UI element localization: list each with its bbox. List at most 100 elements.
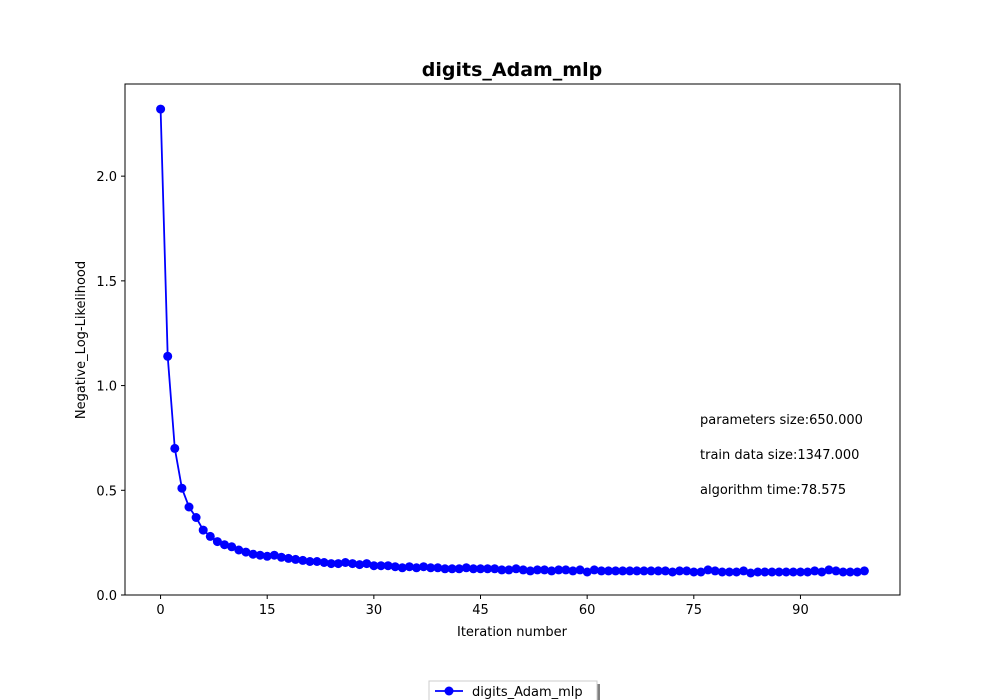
legend-box (428, 680, 598, 700)
data-point (426, 563, 436, 573)
data-point (852, 567, 862, 577)
data-point (810, 566, 820, 576)
data-point (355, 560, 365, 570)
y-tick-label: 2.0 (96, 170, 117, 185)
data-point (646, 566, 656, 576)
y-tick-label: 0.5 (96, 484, 117, 499)
x-tick-label: 60 (579, 603, 596, 618)
data-point (305, 557, 315, 566)
data-point (824, 565, 834, 575)
x-axis: 0 15 30 45 60 75 90 (156, 595, 809, 618)
data-point (369, 561, 379, 571)
data-point (284, 553, 293, 563)
data-point (326, 559, 336, 569)
data-point (227, 542, 237, 552)
data-point (476, 564, 485, 574)
data-point (269, 550, 279, 560)
x-axis-label: Iteration number (457, 625, 568, 640)
data-point (198, 525, 208, 535)
data-point (212, 537, 222, 547)
data-point (291, 554, 301, 564)
data-point (454, 564, 464, 574)
data-point (568, 566, 578, 576)
data-point (817, 567, 827, 577)
x-tick-label: 15 (259, 603, 276, 618)
data-point (831, 566, 841, 576)
data-point (205, 531, 215, 541)
data-point (383, 561, 393, 571)
data-point (220, 540, 229, 550)
data-point (760, 567, 770, 577)
y-axis: 0.0 0.5 1.0 1.5 2.0 (96, 170, 125, 604)
data-point (774, 567, 784, 577)
data-point (340, 558, 350, 567)
data-point (241, 547, 251, 557)
data-point (390, 562, 400, 572)
data-point (589, 565, 599, 575)
x-tick-label: 45 (472, 603, 489, 618)
data-point (596, 566, 606, 576)
data-point (511, 564, 521, 574)
data-point (433, 563, 443, 573)
data-point (440, 564, 450, 574)
data-point (447, 564, 457, 574)
data-point (582, 567, 592, 577)
data-point (497, 565, 507, 575)
annotation-layer: parameters size:650.000 train data size:… (700, 413, 863, 498)
data-point (575, 565, 585, 575)
plot-frame (124, 83, 901, 596)
data-point (234, 545, 244, 555)
data-point (163, 351, 173, 361)
data-point (653, 566, 663, 576)
data-point (859, 566, 869, 576)
data-point (632, 566, 642, 576)
y-tick-label: 0.0 (96, 589, 117, 604)
data-point (170, 443, 180, 453)
data-point (660, 566, 670, 576)
data-point (781, 567, 791, 577)
legend: digits_Adam_mlp (428, 680, 600, 700)
data-point (518, 565, 528, 575)
data-point (397, 563, 407, 573)
data-point (845, 567, 855, 577)
data-point (739, 566, 749, 576)
y-tick-label: 1.5 (96, 275, 117, 290)
data-point (547, 566, 557, 576)
data-point (788, 567, 798, 577)
data-point (796, 567, 805, 577)
data-point (191, 513, 201, 522)
data-point (404, 562, 414, 572)
data-point (540, 565, 549, 575)
annotation-algorithm-time: algorithm time:78.575 (700, 483, 846, 498)
data-point (675, 566, 685, 576)
data-point (504, 565, 514, 575)
data-point (554, 565, 564, 575)
data-point (248, 549, 258, 559)
data-point (710, 566, 720, 576)
data-point (625, 566, 635, 576)
legend-label: digits_Adam_mlp (472, 685, 583, 700)
data-point (668, 567, 677, 577)
y-axis-label: Negative_Log-Likelihood (74, 261, 89, 419)
data-point (419, 562, 429, 572)
data-point (376, 561, 386, 571)
data-point (696, 567, 706, 577)
data-point (319, 558, 329, 567)
data-point (262, 551, 272, 561)
y-tick-label: 1.0 (96, 380, 117, 395)
x-tick-label: 0 (156, 603, 164, 618)
data-point (618, 566, 628, 576)
data-point (468, 564, 478, 574)
legend-marker (444, 686, 454, 696)
data-point (177, 483, 187, 493)
data-point (803, 567, 813, 577)
chart-title: digits_Adam_mlp (422, 59, 602, 81)
data-point (561, 565, 571, 575)
x-tick-label: 75 (686, 603, 703, 618)
data-point (312, 557, 322, 566)
data-point (362, 559, 372, 569)
data-point (483, 564, 493, 574)
data-point (298, 555, 308, 565)
data-point (461, 563, 471, 573)
